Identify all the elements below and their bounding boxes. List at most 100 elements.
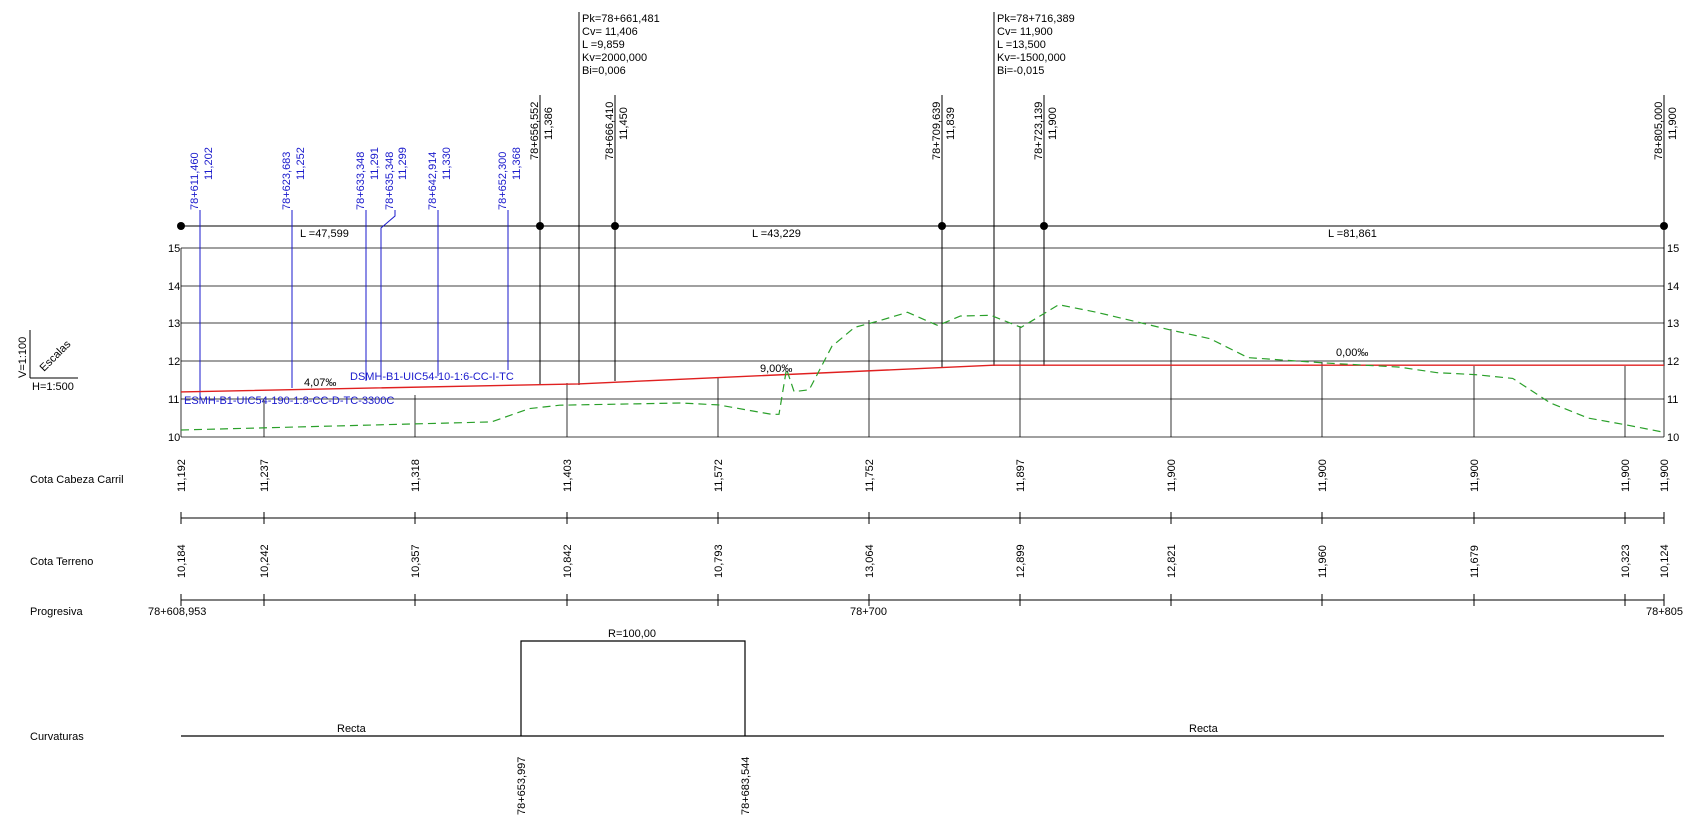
cota-terreno-value: 12,821 <box>1166 544 1178 578</box>
y-tick-left: 13 <box>168 318 180 330</box>
cota-terreno-value: 10,357 <box>410 544 422 578</box>
scales-legend: V=1:100 Escalas H=1:500 <box>17 330 78 393</box>
rail-point-markers: 78+611,460 11,202 78+623,683 11,252 78+6… <box>184 147 523 407</box>
slope-label: 0,00‰ <box>1336 347 1368 359</box>
cota-cabeza-value: 11,900 <box>1469 459 1481 492</box>
point-cota: 11,450 <box>618 107 630 140</box>
cota-terreno-value: 12,899 <box>1015 544 1027 578</box>
y-tick-left: 12 <box>168 356 180 368</box>
vc-line: Kv=-1500,000 <box>997 52 1066 64</box>
rail-cota: 11,330 <box>441 147 453 180</box>
y-tick-right: 12 <box>1667 356 1679 368</box>
y-tick-right: 13 <box>1667 318 1679 330</box>
point-cota: 11,900 <box>1667 107 1679 140</box>
point-pk: 78+709,639 <box>931 102 943 160</box>
curve-end-pk: 78+683,544 <box>740 757 752 815</box>
cota-cabeza-value: 11,897 <box>1015 459 1027 492</box>
segment-length: L =81,861 <box>1328 228 1377 240</box>
y-tick-right: 15 <box>1667 243 1679 255</box>
cota-terreno-value: 10,184 <box>176 544 188 578</box>
cota-terreno-value: 11,679 <box>1469 545 1481 578</box>
rail-cota: 11,368 <box>511 147 523 180</box>
cota-terreno-value: 10,242 <box>259 544 271 578</box>
y-tick-left: 14 <box>168 281 180 293</box>
cota-cabeza-value: 11,900 <box>1317 459 1329 492</box>
rail-cota: 11,299 <box>397 147 409 180</box>
rail-cota: 11,202 <box>203 147 215 180</box>
y-tick-right: 11 <box>1667 394 1678 406</box>
segment-line: L =47,599 L =43,229 L =81,861 <box>177 222 1668 240</box>
cota-cabeza-value: 11,900 <box>1166 459 1178 492</box>
vc-line: Cv= 11,406 <box>582 26 638 38</box>
point-pk: 78+723,139 <box>1033 102 1045 160</box>
scales-title: Escalas <box>38 338 74 374</box>
cota-cabeza-value: 11,403 <box>562 459 574 492</box>
vertical-curve-2: Pk=78+716,389 Cv= 11,900 L =13,500 Kv=-1… <box>993 12 1075 366</box>
progresiva-label: 78+608,953 <box>148 606 206 618</box>
rail-pk: 78+623,683 <box>281 152 293 210</box>
rail-pk: 78+611,460 <box>189 152 201 210</box>
cota-cabeza-value: 11,900 <box>1620 459 1632 492</box>
segment-length: L =47,599 <box>300 228 349 240</box>
segment-length: L =43,229 <box>752 228 801 240</box>
vc-line: Cv= 11,900 <box>997 26 1053 38</box>
cota-cabeza-value: 11,318 <box>410 459 422 492</box>
row-label-progresiva: Progresiva <box>30 606 83 618</box>
row-label-cota-terreno: Cota Terreno <box>30 556 93 568</box>
slope-label: 9,00‰ <box>760 363 792 375</box>
cota-cabeza-row: 11,192 11,237 11,318 11,403 11,572 11,752 11,8… <box>176 459 1671 524</box>
vc-line: Bi=-0,015 <box>997 65 1044 77</box>
row-label-curvaturas: Curvaturas <box>30 731 84 743</box>
point-pk: 78+666,410 <box>604 102 616 160</box>
slope-label: 4,07‰ <box>304 377 336 389</box>
vc-line: L =9,859 <box>582 39 625 51</box>
progresiva-label: 78+805 <box>1646 606 1683 618</box>
curvature-diagram: R=100,00 Recta Recta 78+653,997 78+683,5… <box>181 628 1664 815</box>
y-grid <box>180 247 1665 438</box>
point-cota: 11,386 <box>543 107 555 140</box>
point-pk: 78+656,552 <box>529 102 541 160</box>
slope-labels: 4,07‰ 9,00‰ 0,00‰ <box>304 347 1368 389</box>
cota-cabeza-value: 11,900 <box>1659 459 1671 492</box>
vertical-scale: V=1:100 <box>17 337 29 378</box>
cota-terreno-value: 10,793 <box>713 544 725 578</box>
cota-terreno-value: 10,323 <box>1620 544 1632 578</box>
cota-cabeza-value: 11,572 <box>713 459 725 492</box>
vc-line: Kv=2000,000 <box>582 52 647 64</box>
rail-cota: 11,252 <box>295 147 307 180</box>
curve-radius: R=100,00 <box>608 628 656 640</box>
y-tick-right: 10 <box>1667 432 1679 444</box>
cota-terreno-value: 10,124 <box>1659 544 1671 578</box>
series-line-terrain <box>180 304 1665 433</box>
rail-cota: 11,291 <box>369 147 381 180</box>
cota-terreno-row: 10,184 10,242 10,357 10,842 10,793 13,064 12,8… <box>176 544 1671 606</box>
straight-label: Recta <box>337 723 367 735</box>
cota-terreno-value: 13,064 <box>864 544 876 578</box>
rail-pk: 78+635,348 <box>384 152 396 210</box>
progresiva-label: 78+700 <box>850 606 887 618</box>
rail-pk: 78+652,300 <box>497 152 509 210</box>
rail-pk: 78+642,914 <box>427 152 439 210</box>
y-tick-left: 11 <box>168 394 179 406</box>
y-tick-right: 14 <box>1667 281 1679 293</box>
rail-pk: 78+633,348 <box>355 152 367 210</box>
vertical-curve-1: Pk=78+661,481 Cv= 11,406 L =9,859 Kv=200… <box>578 12 660 385</box>
vc-line: Bi=0,006 <box>582 65 626 77</box>
cota-cabeza-value: 11,237 <box>259 459 271 492</box>
straight-label: Recta <box>1189 723 1219 735</box>
station-ticks <box>263 320 1626 437</box>
y-tick-left: 10 <box>168 432 180 444</box>
vc-line: Pk=78+661,481 <box>582 13 660 25</box>
cota-terreno-value: 10,842 <box>562 544 574 578</box>
cota-terreno-value: 11,960 <box>1317 545 1329 578</box>
point-cota: 11,839 <box>945 107 957 140</box>
curve-start-pk: 78+653,997 <box>516 757 528 815</box>
device-label: DSMH-B1-UIC54-10-1:6-CC-I-TC <box>350 371 514 383</box>
cota-cabeza-value: 11,752 <box>864 459 876 492</box>
vc-line: Pk=78+716,389 <box>997 13 1075 25</box>
progresiva-row: 78+608,953 78+700 78+805 <box>148 606 1683 618</box>
y-axis-ticks: 15 14 13 12 11 10 15 14 13 12 11 10 <box>168 243 1679 444</box>
device-label: ESMH-B1-UIC54-190-1:8-CC-D-TC-3300C <box>184 395 394 407</box>
point-markers: 78+656,552 11,386 78+666,410 11,450 78+7… <box>529 95 1679 384</box>
point-pk: 78+805,000 <box>1653 102 1665 160</box>
